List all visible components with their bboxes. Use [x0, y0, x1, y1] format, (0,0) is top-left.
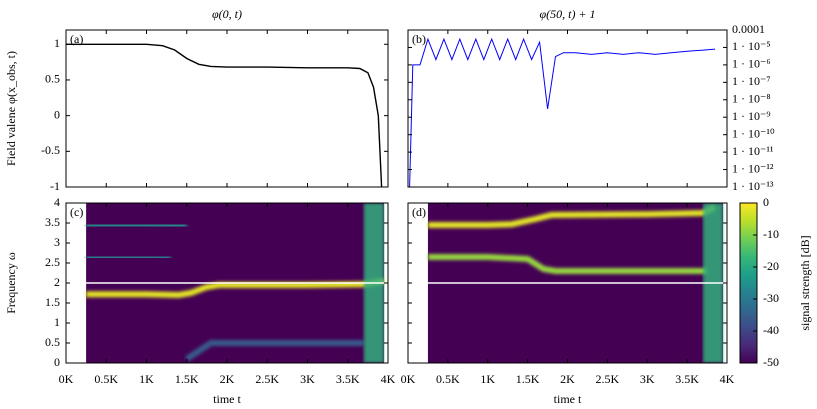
colorbar-tick-label: -20 [763, 259, 779, 273]
panel-label: (d) [412, 205, 426, 219]
y-tick-label: 1 [54, 36, 60, 50]
y-tick-label: 4 [54, 195, 60, 209]
data-line [66, 43, 383, 187]
panel-label: (c) [70, 205, 83, 219]
plot-area [86, 203, 388, 363]
y-tick-label: 3 [54, 235, 60, 249]
y-tick-label: 1 · 10⁻⁸ [732, 92, 771, 106]
colorbar-tick-label: -50 [763, 355, 779, 369]
axes-frame [407, 29, 728, 188]
spectral-ridge [427, 204, 717, 228]
panel: 0K 0.5K 1K 1.5K 2K 2.5K 3K 3.5K 4K 0 0.5 1 1.5 2 2.5 3 3… [4, 195, 396, 406]
y-tick-label: 1 · 10⁻¹⁰ [732, 126, 775, 140]
y-tick-label: 1 · 10⁻¹¹ [732, 144, 774, 158]
spectral-ridge [86, 222, 187, 229]
x-tick-label: 2K [560, 372, 575, 386]
y-tick-label: 1 · 10⁻¹³ [732, 179, 774, 193]
colorbar [739, 202, 758, 364]
panel: 0K 0.5K 1K 1.5K 2K 2.5K 3K 3.5K 4K (d) time t [401, 202, 735, 406]
y-tick-label: 1 · 10⁻⁷ [732, 74, 771, 88]
y-tick-label: 0.5 [45, 335, 60, 349]
panel-label: (a) [70, 32, 83, 46]
x-tick-label: 4K [720, 372, 735, 386]
spectral-ridge [185, 340, 364, 362]
spectral-ridge [427, 254, 708, 274]
panel: 0.0001 1 · 10⁻⁵ 1 · 10⁻⁶ 1 · 10⁻⁷ 1 · 10⁻⁸ 1 … [407, 7, 775, 193]
x-tick-label: 2.5K [255, 372, 279, 386]
x-tick-label: 0K [59, 372, 74, 386]
y-axis-label: Field valene φ(x_obs, t) [4, 51, 18, 166]
y-axis-label: Frequency ω [4, 252, 18, 314]
x-tick-label: 3K [300, 372, 315, 386]
x-tick-label: 1.5K [175, 372, 199, 386]
x-tick-label: 3.5K [675, 372, 699, 386]
colorbar-tick-label: -30 [763, 291, 779, 305]
y-tick-label: 0 [54, 355, 60, 369]
x-tick-label: 2.5K [596, 372, 620, 386]
y-tick-label: 1.5 [45, 295, 60, 309]
plot-area [409, 37, 716, 187]
y-tick-label: 0.5 [45, 72, 60, 86]
y-tick-label: 0.0001 [732, 22, 765, 36]
panel-title: φ(50, t) + 1 [539, 7, 595, 21]
plot-area [427, 203, 727, 363]
x-tick-label: 0K [401, 372, 416, 386]
plot-area [66, 43, 383, 187]
y-tick-label: -0.5 [41, 143, 60, 157]
axes-frame [65, 29, 389, 188]
x-axis-label: time t [554, 392, 582, 406]
x-tick-label: 4K [381, 372, 396, 386]
y-tick-label: 2.5 [45, 255, 60, 269]
y-tick-label: 3.5 [45, 215, 60, 229]
x-tick-label: 0.5K [436, 372, 460, 386]
y-tick-label: 0 [54, 107, 60, 121]
data-line [409, 37, 716, 187]
x-tick-label: 0.5K [94, 372, 118, 386]
spectral-ridge [86, 278, 385, 299]
y-tick-label: 1 · 10⁻⁹ [732, 109, 771, 123]
panel-label: (b) [412, 32, 426, 46]
x-tick-label: 1K [480, 372, 495, 386]
x-tick-label: 3K [640, 372, 655, 386]
colorbar-label: signal strength [dB] [798, 235, 812, 330]
y-tick-label: 2 [54, 275, 60, 289]
y-tick-label: -1 [50, 179, 60, 193]
panel: -1 -0.5 0 0.5 1 φ(0, t) (a) Field valene φ(x_ob… [4, 7, 389, 193]
x-axis-label: time t [213, 392, 241, 406]
colorbar-tick-label: -40 [763, 323, 779, 337]
y-tick-label: 1 · 10⁻¹² [732, 161, 774, 175]
x-tick-label: 3.5K [336, 372, 360, 386]
x-tick-label: 1.5K [516, 372, 540, 386]
colorbar-tick-label: 0 [763, 195, 769, 209]
y-tick-label: 1 · 10⁻⁵ [732, 39, 771, 53]
colorbar-tick-label: -10 [763, 227, 779, 241]
x-tick-label: 2K [220, 372, 235, 386]
y-tick-label: 1 · 10⁻⁶ [732, 57, 771, 71]
panel-title: φ(0, t) [212, 7, 242, 21]
y-tick-label: 1 [54, 315, 60, 329]
x-tick-label: 1K [139, 372, 154, 386]
